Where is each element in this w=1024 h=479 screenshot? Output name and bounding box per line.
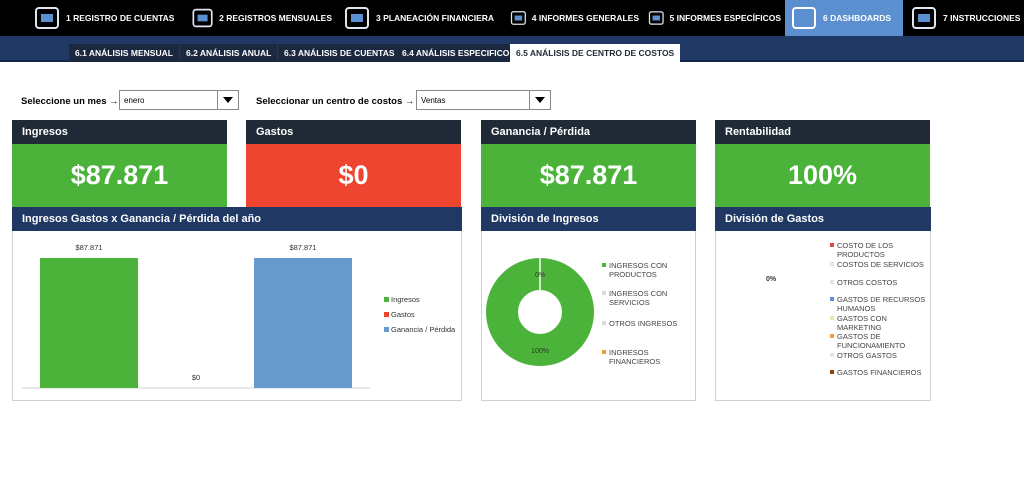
legend-swatch [830,370,834,374]
kpi-value: $0 [246,144,461,207]
kpi-value: 100% [715,144,930,207]
nav-label: 7 INSTRUCCIONES [943,13,1021,23]
nav-item[interactable]: 6 DASHBOARDS [785,0,903,36]
legend-swatch [830,297,834,301]
chart-panel [481,231,696,401]
chart-panel [12,231,462,401]
legend-swatch [602,350,606,354]
filter-label: Seleccione un mes → [21,96,119,107]
tab[interactable]: 6.4 ANÁLISIS ESPECIFICO [396,44,516,62]
dropdown-button[interactable] [217,91,238,109]
nav-item[interactable]: 2 REGISTROS MENSUALES [186,0,332,36]
chart-title: División de Ingresos [481,207,696,231]
tab[interactable]: 6.1 ANÁLISIS MENSUAL [69,44,179,62]
legend-swatch [602,291,606,295]
legend-swatch [384,312,389,317]
bar [254,258,352,388]
kpi-value: $87.871 [12,144,227,207]
nav-label: 4 INFORMES GENERALES [531,13,639,23]
data-label: $87.871 [289,243,316,252]
legend-entry: GASTOS FINANCIEROS [830,368,929,377]
kpi-title: Rentabilidad [715,120,930,144]
data-label: $87.871 [75,243,102,252]
legend-entry: INGRESOS FINANCIEROS [602,348,701,366]
tab[interactable]: 6.3 ANÁLISIS DE CUENTAS [278,44,401,62]
kpi-title: Ganancia / Pérdida [481,120,696,144]
legend-entry: INGRESOS CON PRODUCTOS [602,261,701,279]
legend-swatch [384,327,389,332]
nav-label: 1 REGISTRO DE CUENTAS [66,13,175,23]
nav-item[interactable]: 1 REGISTRO DE CUENTAS [28,0,178,36]
kpi-value: $87.871 [481,144,696,207]
data-label: 0% [535,272,545,279]
bar [40,258,138,388]
legend-swatch [830,262,834,266]
legend-label: Ganancia / Pérdida [391,325,456,334]
legend-entry: COSTO DE LOS PRODUCTOS [830,241,929,259]
kpi-title: Ingresos [12,120,227,144]
nav-icon [345,7,369,29]
arrow [223,97,233,103]
legend-label: Gastos [391,310,415,319]
chart-title: Ingresos Gastos x Ganancia / Pérdida del… [12,207,462,231]
legend-entry: GASTOS DE RECURSOS HUMANOS [830,295,929,313]
arrow [535,97,545,103]
tab[interactable]: 6.5 ANÁLISIS DE CENTRO DE COSTOS [510,44,681,62]
nav-item[interactable]: 5 INFORMES ESPECÍFICOS [643,0,781,36]
nav-icon [648,11,664,25]
legend-swatch [830,353,834,357]
legend-entry: GASTOS DE FUNCIONAMIENTO [830,332,929,350]
legend-swatch [602,263,606,267]
legend-entry: INGRESOS CON SERVICIOS [602,289,701,307]
legend-swatch [602,321,606,325]
nav-icon [192,8,213,28]
legend-entry: OTROS INGRESOS [602,319,701,328]
kpi-title: Gastos [246,120,461,144]
nav-icon [912,7,936,29]
dropdown-button[interactable] [529,91,550,109]
legend-swatch [384,297,389,302]
nav-icon [510,11,526,25]
data-label: 0% [766,276,777,283]
legend-label: Ingresos [391,295,420,304]
nav-item[interactable]: 3 PLANEACIÓN FINANCIERA [338,0,498,36]
chart-title: División de Gastos [715,207,931,231]
filter-dropdown[interactable]: enero [119,90,239,110]
legend-swatch [830,280,834,284]
nav-icon [792,7,816,29]
legend-entry: OTROS COSTOS [830,278,929,287]
legend-entry: OTROS GASTOS [830,351,929,360]
nav-item[interactable]: 4 INFORMES GENERALES [505,0,639,36]
data-label: 100% [531,348,549,355]
chart-panel [715,231,931,401]
data-label: $0 [192,373,200,382]
filter-label: Seleccionar un centro de costos → [256,96,415,107]
legend-swatch [830,243,834,247]
nav-icon [35,7,59,29]
nav-label: 6 DASHBOARDS [823,13,892,23]
legend-entry: COSTOS DE SERVICIOS [830,260,929,269]
legend-swatch [830,316,834,320]
nav-label: 2 REGISTROS MENSUALES [219,13,332,23]
legend-swatch [830,334,834,338]
legend-entry: GASTOS CON MARKETING [830,314,929,332]
nav-item[interactable]: 7 INSTRUCCIONES [905,0,1024,36]
filter-dropdown[interactable]: Ventas [416,90,551,110]
nav-label: 3 PLANEACIÓN FINANCIERA [376,13,495,23]
nav-label: 5 INFORMES ESPECÍFICOS [669,13,781,23]
tab[interactable]: 6.2 ANÁLISIS ANUAL [180,44,278,62]
